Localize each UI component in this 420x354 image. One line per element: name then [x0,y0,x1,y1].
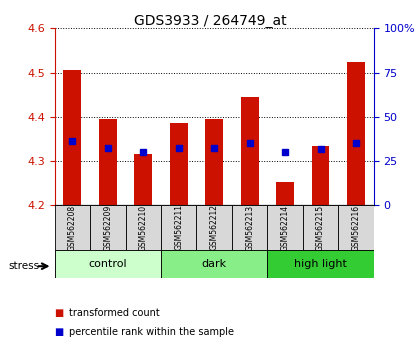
Text: dark: dark [202,259,227,269]
Bar [63,70,81,205]
Bar [161,250,268,278]
Text: GSM562210: GSM562210 [139,204,148,251]
Text: GSM562213: GSM562213 [245,204,254,251]
Text: GSM562216: GSM562216 [352,204,360,251]
Text: GDS3933 / 264749_at: GDS3933 / 264749_at [134,14,286,28]
Bar [241,97,259,205]
Text: GSM562212: GSM562212 [210,205,219,250]
Bar [161,205,197,250]
Text: stress: stress [8,261,39,271]
Text: GSM562208: GSM562208 [68,204,77,251]
Bar [276,182,294,205]
Bar [232,205,268,250]
Text: GSM562215: GSM562215 [316,204,325,251]
Bar [170,124,188,205]
Text: ■: ■ [55,327,64,337]
Bar [268,250,374,278]
Text: high light: high light [294,259,347,269]
Bar [312,145,329,205]
Bar [55,205,90,250]
Text: ■: ■ [55,308,64,318]
Bar [347,62,365,205]
Bar [205,119,223,205]
Bar [339,205,374,250]
Bar [303,205,339,250]
Text: GSM562211: GSM562211 [174,205,183,250]
Bar [90,205,126,250]
Bar [268,205,303,250]
Text: transformed count: transformed count [69,308,160,318]
Text: control: control [89,259,127,269]
Text: percentile rank within the sample: percentile rank within the sample [69,327,234,337]
Bar [134,154,152,205]
Bar [55,250,161,278]
Bar [197,205,232,250]
Bar [126,205,161,250]
Text: GSM562209: GSM562209 [103,204,112,251]
Bar [99,119,117,205]
Text: GSM562214: GSM562214 [281,204,290,251]
